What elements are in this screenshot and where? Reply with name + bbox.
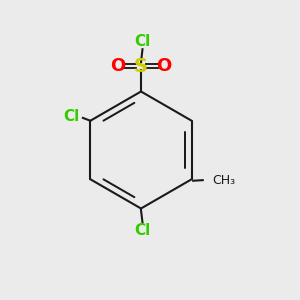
Text: Cl: Cl xyxy=(134,223,151,238)
Text: CH₃: CH₃ xyxy=(212,174,235,187)
Text: O: O xyxy=(111,57,126,75)
Text: S: S xyxy=(134,56,148,76)
Text: Cl: Cl xyxy=(134,34,151,50)
Text: O: O xyxy=(156,57,171,75)
Text: Cl: Cl xyxy=(63,109,80,124)
